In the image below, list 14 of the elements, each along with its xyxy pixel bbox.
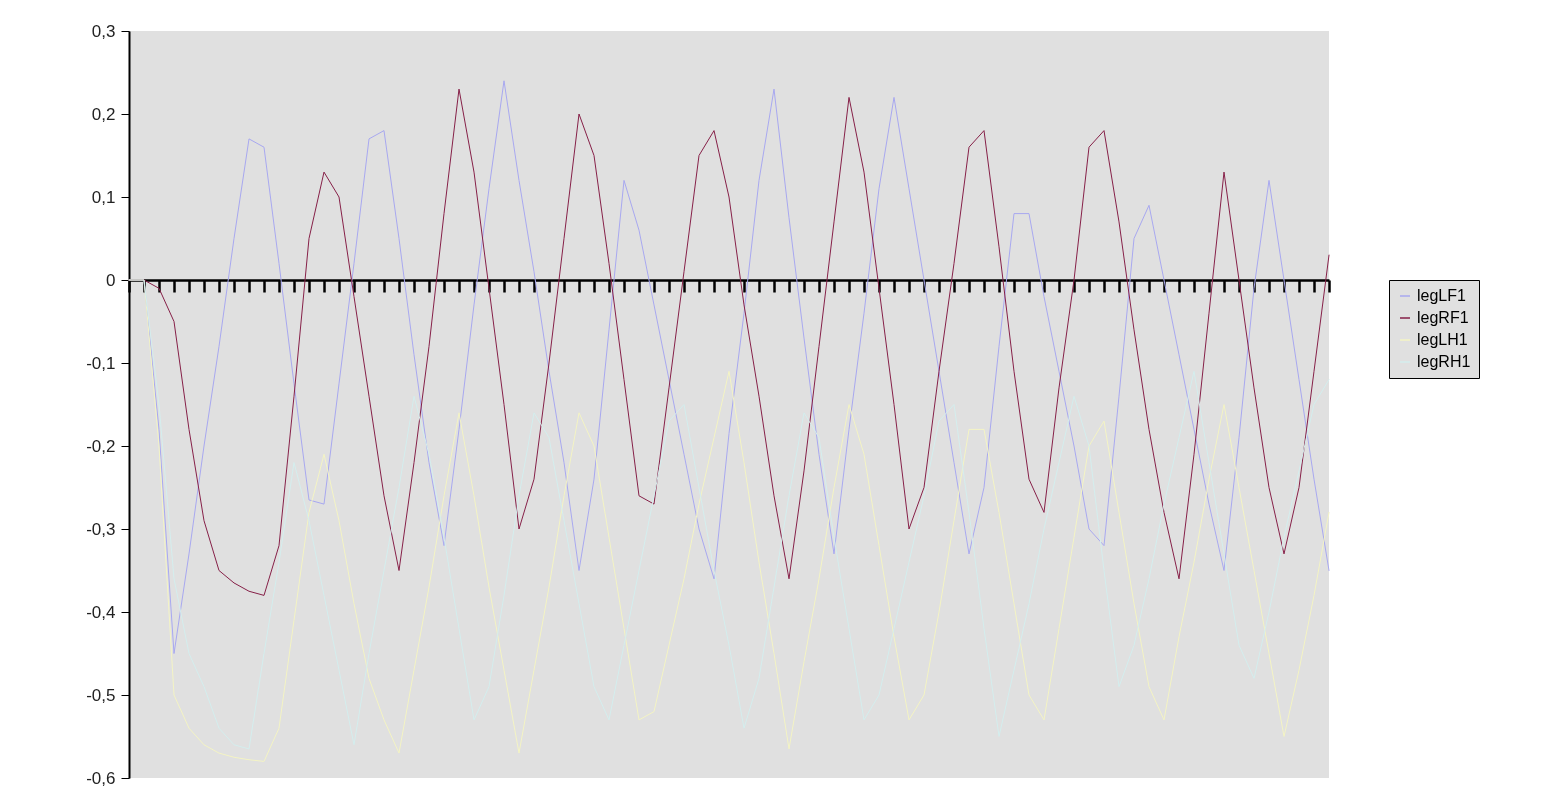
y-tick-label: 0: [106, 270, 116, 290]
y-tick-label: -0,2: [86, 436, 116, 456]
legend-label: legLH1: [1417, 331, 1468, 348]
legend-label: legRF1: [1417, 309, 1469, 326]
y-tick-label: 0,3: [91, 21, 116, 41]
y-tick-label: -0,3: [86, 519, 116, 539]
y-tick-label: -0,4: [86, 602, 116, 622]
y-tick-label: -0,1: [86, 353, 116, 373]
y-tick-label: -0,5: [86, 685, 116, 705]
y-tick-label: 0,1: [91, 187, 116, 207]
legend-label: legLF1: [1417, 287, 1467, 304]
y-tick-label: -0,6: [86, 768, 116, 788]
y-tick-label: 0,2: [91, 104, 116, 124]
legend-label: legRH1: [1417, 353, 1471, 370]
